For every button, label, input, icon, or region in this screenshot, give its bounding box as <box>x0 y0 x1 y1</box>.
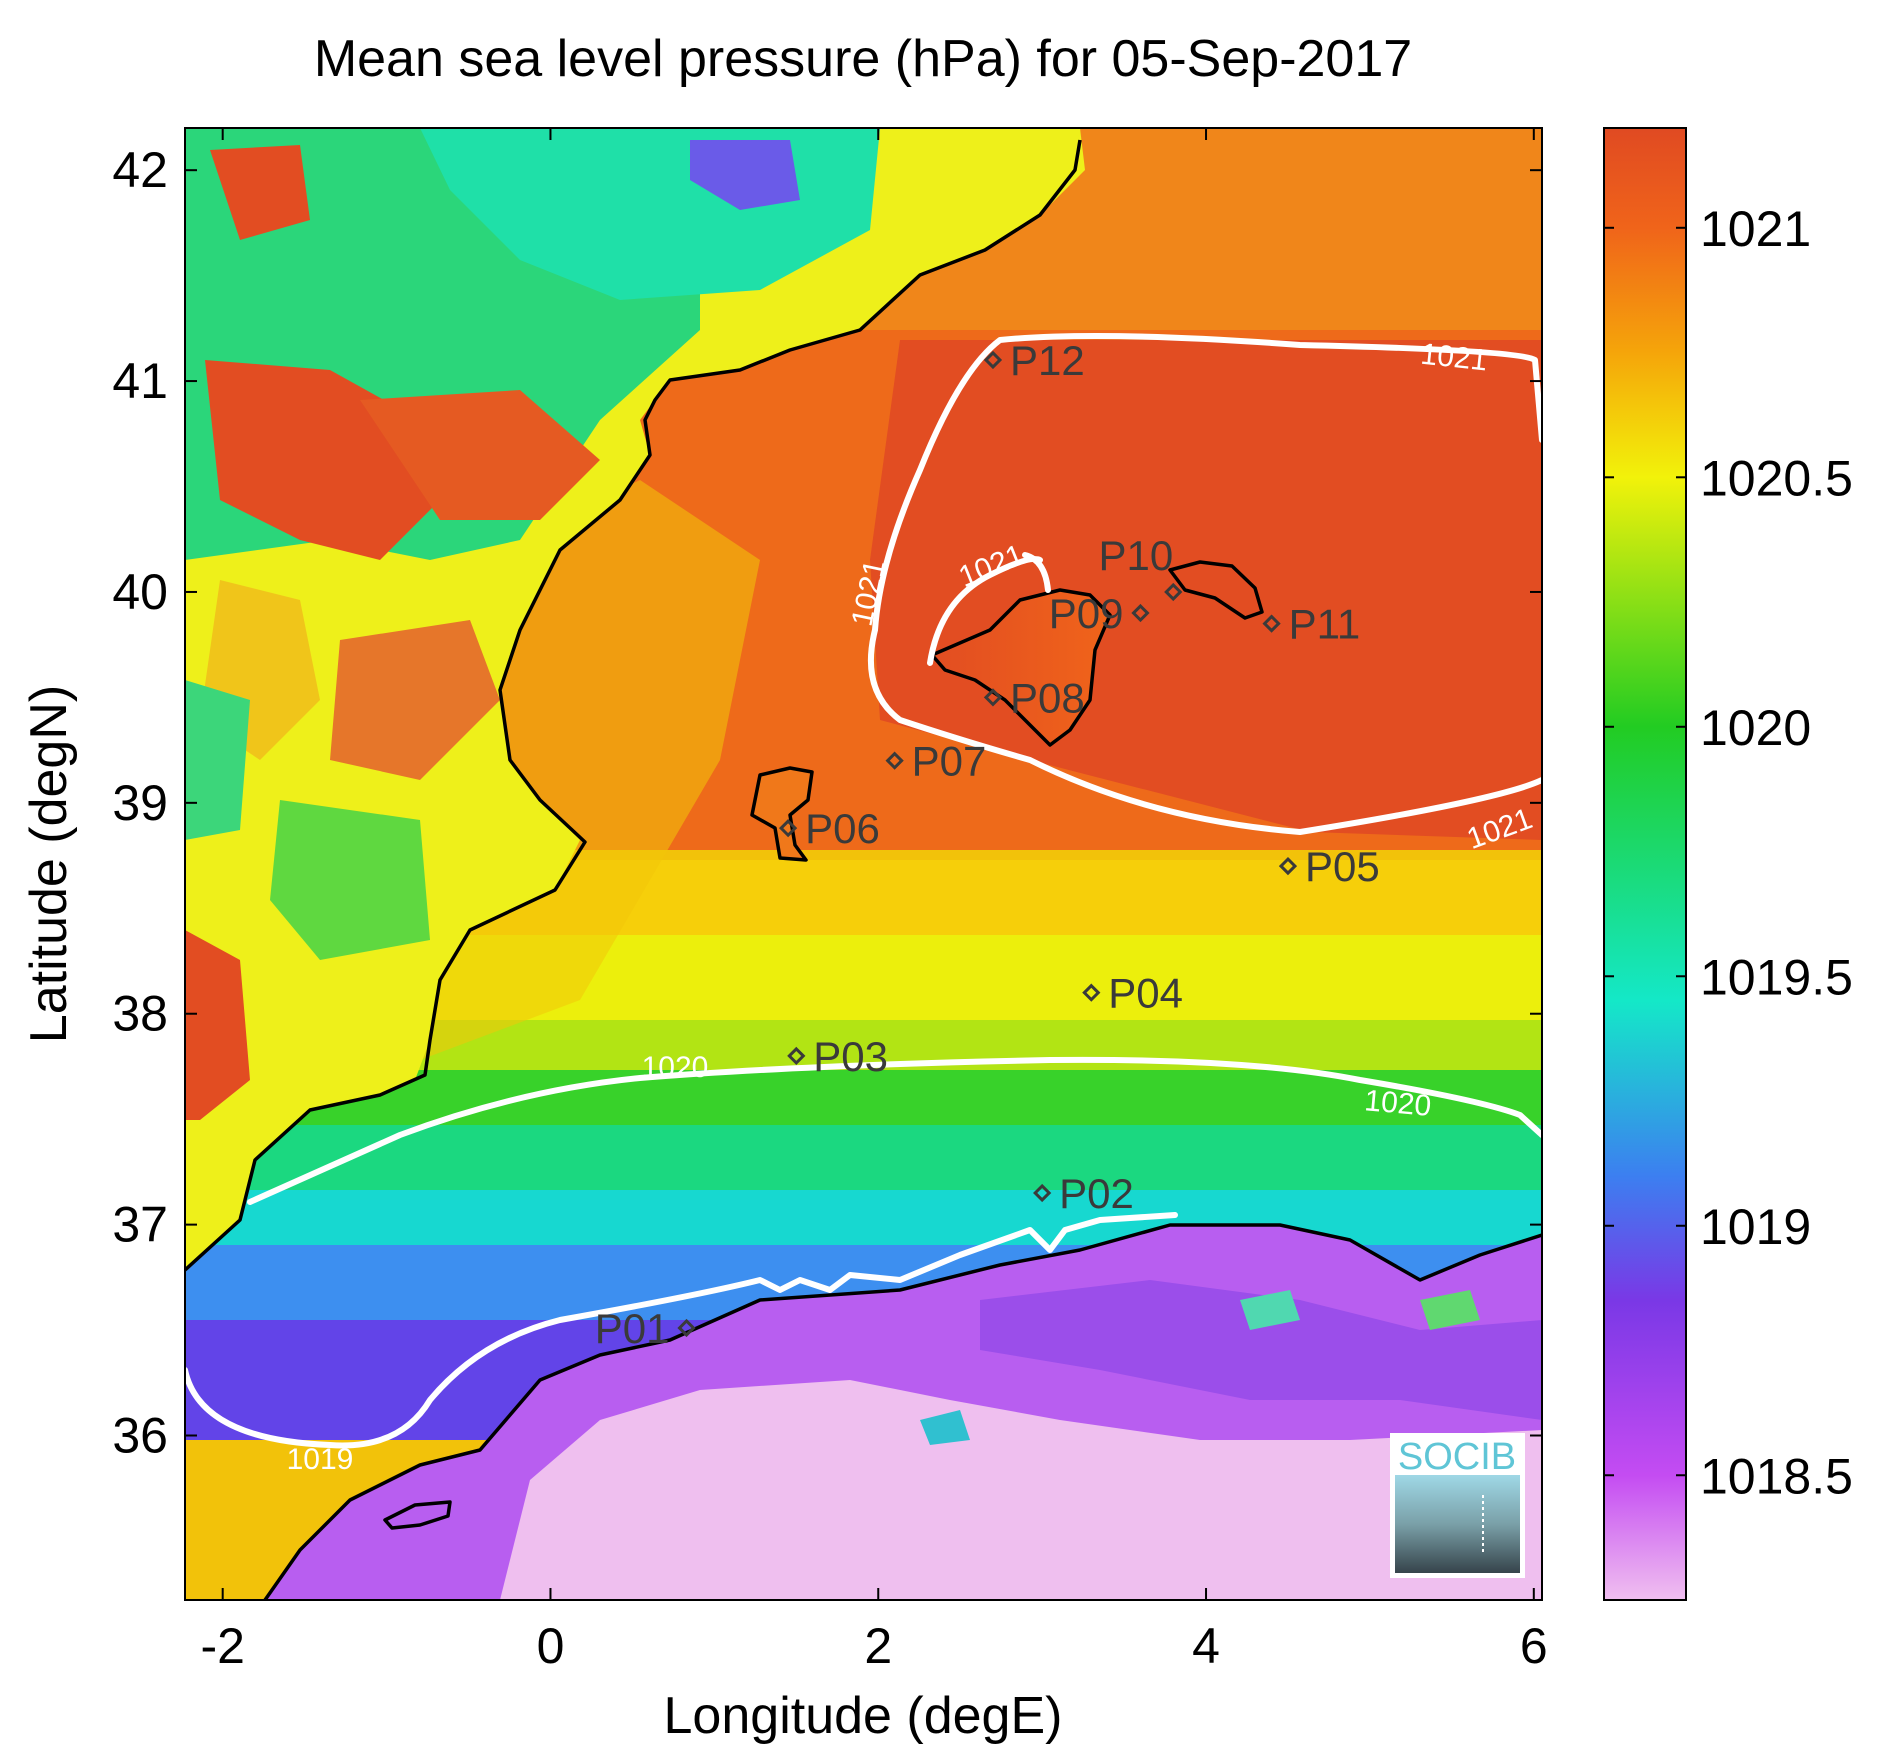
station-label: P08 <box>1010 674 1085 721</box>
station-label: P06 <box>805 805 880 852</box>
station-label: P12 <box>1010 337 1085 384</box>
island-mallorca <box>932 590 1110 745</box>
colorbar <box>1603 127 1687 1601</box>
island-ibiza <box>752 768 812 860</box>
colorbar-tick-label: 1018.5 <box>1700 1448 1853 1504</box>
x-tick-label: 4 <box>1192 1618 1220 1674</box>
station-marker <box>983 688 1003 707</box>
station-marker <box>885 751 904 770</box>
station-marker <box>1033 1183 1052 1203</box>
chart-title: Mean sea level pressure (hPa) for 05-Sep… <box>314 30 1412 88</box>
x-tick-label: -2 <box>200 1618 244 1674</box>
socib-logo: SOCIB <box>1390 1433 1525 1578</box>
colorbar-tick-label: 1019 <box>1700 1199 1811 1255</box>
station-marker <box>983 350 1003 370</box>
station-label: P11 <box>1289 601 1361 648</box>
station-marker <box>1131 603 1150 623</box>
station-label: P10 <box>1099 532 1174 579</box>
station-label: P07 <box>912 738 987 785</box>
y-tick-label: 41 <box>112 353 168 409</box>
y-tick-label: 39 <box>112 775 168 831</box>
station-label: P05 <box>1305 843 1380 890</box>
colorbar-tick-label: 1021 <box>1700 201 1811 257</box>
station-marker <box>1278 856 1298 876</box>
station-label: P03 <box>813 1033 888 1080</box>
isobar-label-1021-north: 1021 <box>1419 338 1489 378</box>
y-tick-label: 42 <box>112 142 168 198</box>
x-tick-label: 6 <box>1520 1618 1548 1674</box>
y-tick-label: 38 <box>112 986 168 1042</box>
map-panel: 1019 1020 1020 1021 1021 1021 1021 P01P0… <box>185 128 1542 1600</box>
station-marker <box>1262 614 1281 633</box>
station-points: P01 P02 P03 P04 P05 P06 P07 P08 P09 P10 P11 P12 <box>595 337 1380 1352</box>
x-axis-label: Longitude (degE) <box>664 1687 1063 1745</box>
x-tick-label: 0 <box>537 1618 565 1674</box>
island-menorca <box>1170 562 1262 618</box>
colorbar-tick-label: 1020.5 <box>1700 450 1853 506</box>
station-label: P09 <box>1049 590 1124 637</box>
isobar-label-1020-west: 1020 <box>642 1051 709 1084</box>
y-tick-label: 36 <box>112 1408 168 1464</box>
y-axis: 36 37 38 39 40 41 42 <box>112 142 1542 1464</box>
y-tick-label: 37 <box>112 1197 168 1253</box>
isobars <box>185 333 1542 1449</box>
y-tick-label: 40 <box>112 564 168 620</box>
x-axis: -2 0 2 4 6 <box>200 128 1548 1674</box>
coastlines <box>185 139 1542 1600</box>
map-frame <box>184 127 1543 1601</box>
isobar-label-1020-east: 1020 <box>1363 1084 1432 1123</box>
isobar-label-1019: 1019 <box>287 1443 354 1476</box>
y-axis-label: Latitude (degN) <box>20 685 78 1043</box>
station-marker <box>1164 582 1183 602</box>
colorbar-tick-label: 1020 <box>1700 700 1811 756</box>
station-marker <box>1082 983 1101 1002</box>
colorbar-tick-label: 1019.5 <box>1700 949 1853 1005</box>
station-label: P04 <box>1108 970 1183 1017</box>
station-marker <box>787 1046 806 1066</box>
socib-logo-text: SOCIB <box>1398 1436 1516 1478</box>
station-marker <box>677 1318 696 1338</box>
station-label: P02 <box>1059 1170 1134 1217</box>
colorbar-ticks: 1018.5 1019 1019.5 1020 1020.5 1021 <box>1604 201 1853 1504</box>
station-label: P01 <box>595 1305 670 1352</box>
station-marker <box>778 819 798 838</box>
x-tick-label: 2 <box>864 1618 892 1674</box>
